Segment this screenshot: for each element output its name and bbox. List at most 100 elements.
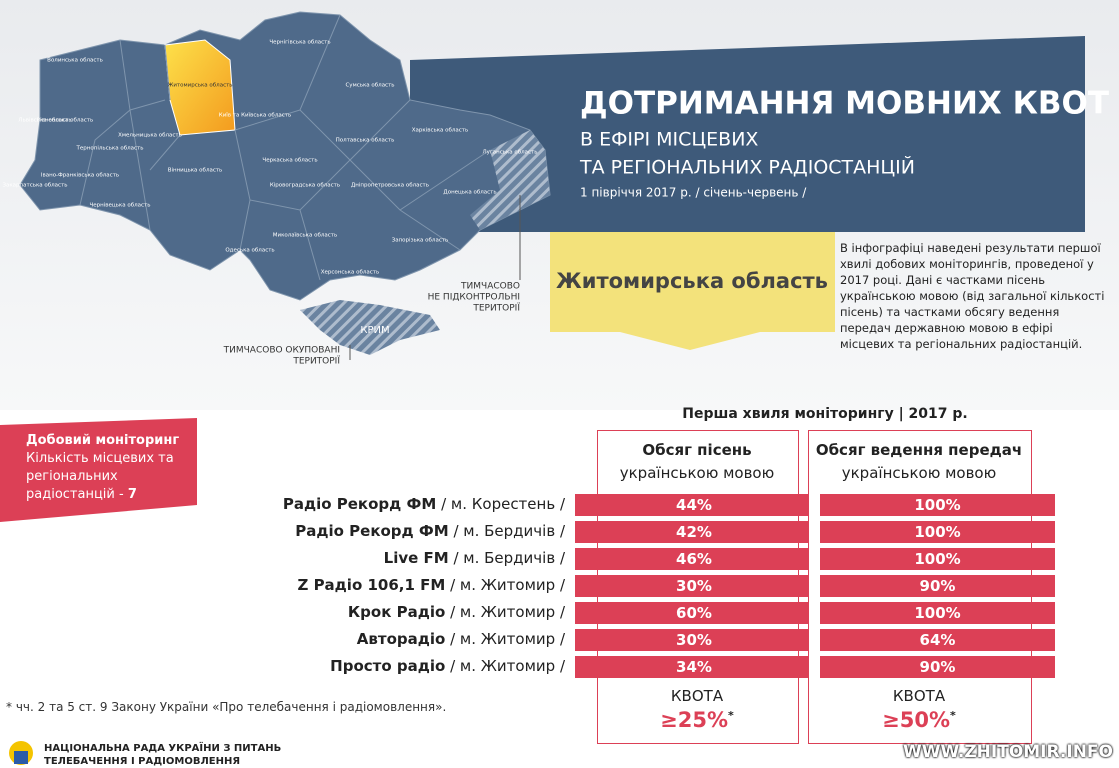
row-label: Live FM / м. Бердичів / (384, 549, 565, 567)
region-label: Тернопільська область (76, 146, 144, 152)
region-label: Львівська область (18, 118, 71, 124)
monitoring-desc: Кількість місцевих та регіональних радіо… (26, 451, 174, 502)
value-cell: 44% (575, 494, 813, 516)
monitoring-title: Добовий моніторинг (26, 433, 180, 448)
region-label: Київ та Київська область (219, 113, 291, 119)
region-label: Кіровоградська область (270, 183, 340, 189)
column-title: Обсяг пісень (642, 441, 752, 459)
footnote: * чч. 2 та 5 ст. 9 Закону України «Про т… (6, 700, 447, 714)
monitoring-box (0, 418, 197, 522)
value-cell: 100% (820, 602, 1055, 624)
value-cell: 100% (820, 521, 1055, 543)
station-name: Авторадіо (356, 630, 446, 648)
station-name: Z Радіо 106,1 FM (297, 576, 446, 594)
region-label: Херсонська область (321, 270, 379, 276)
occupied-east (470, 130, 550, 230)
quota-value: ≥25% (660, 708, 729, 732)
station-city: / м. Бердичів / (453, 522, 565, 540)
station-name: Просто радіо (330, 657, 446, 675)
logo (9, 741, 33, 765)
station-city: / м. Житомир / (450, 603, 565, 621)
region-label: Волинська область (47, 58, 103, 64)
region-label: Вінницька область (168, 168, 223, 174)
subtitle: ТА РЕГІОНАЛЬНИХ РАДІОСТАНЦІЙ (579, 156, 915, 179)
region-labels: Волинська область Рівненська область Житом… (2, 40, 537, 276)
station-city: / м. Корестень / (441, 495, 565, 513)
uncontrolled-label: ТИМЧАСОВО (460, 282, 520, 292)
region-label: Чернівецька область (90, 203, 151, 209)
value-cell: 90% (820, 656, 1055, 678)
description: В інфографіці наведені результати першої… (840, 241, 1105, 351)
region-label: Луганська область (482, 150, 537, 156)
monitoring-text: Добовий моніторинг Кількість місцевих та… (26, 432, 191, 504)
region-label: Запорізька область (392, 238, 449, 244)
station-city: / м. Житомир / (450, 576, 565, 594)
station-name: Крок Радіо (347, 603, 446, 621)
row-label: Радіо Рекорд ФМ / м. Корестень / (283, 495, 565, 513)
quota: ≥50%* (808, 708, 1030, 732)
region-label: Харківська область (412, 128, 469, 134)
region-label: Івано-Франківська область (41, 173, 119, 179)
org-line: НАЦІОНАЛЬНА РАДА УКРАЇНИ З ПИТАНЬ (44, 743, 282, 754)
uncontrolled-label: НЕ ПІДКОНТРОЛЬНІ (428, 293, 520, 303)
region-callout (550, 232, 835, 350)
region-borders (79, 14, 491, 281)
title: ДОТРИМАННЯ МОВНИХ КВОТ (580, 86, 1109, 122)
value-cell: 64% (820, 629, 1055, 651)
watermark: WWW.ZHITOMIR.INFO (903, 742, 1113, 762)
quota-value: ≥50% (882, 708, 951, 732)
value-cell: 30% (575, 575, 813, 597)
row-label: Крок Радіо / м. Житомир / (348, 603, 565, 621)
value-cell: 100% (820, 548, 1055, 570)
monitoring-count: 7 (127, 487, 137, 502)
period: 1 півріччя 2017 р. / січень-червень / (580, 186, 807, 200)
station-city: / м. Житомир / (450, 630, 565, 648)
quota-mark: * (728, 709, 734, 722)
title-banner (410, 36, 1085, 232)
column-title: Обсяг ведення передач (815, 441, 1023, 459)
value-cell: 34% (575, 656, 813, 678)
region-title: Житомирська область (556, 269, 828, 293)
station-name: Радіо Рекорд ФМ (295, 522, 449, 540)
value-cell: 100% (820, 494, 1055, 516)
quota: ≥25%* (597, 708, 797, 732)
region-label: Донецька область (443, 190, 496, 196)
quota-mark: * (950, 709, 956, 722)
region-label: Миколаївська область (273, 233, 337, 239)
value-cell: 90% (820, 575, 1055, 597)
station-city: / м. Бердичів / (453, 549, 565, 567)
region-label: Дніпропетровська область (351, 183, 429, 189)
org-name: НАЦІОНАЛЬНА РАДА УКРАЇНИ З ПИТАНЬ ТЕЛЕБА… (44, 742, 281, 768)
org-line: ТЕЛЕБАЧЕННЯ І РАДІОМОВЛЕННЯ (44, 756, 241, 767)
occupied-label: ТЕРИТОРІЇ (292, 356, 340, 367)
value-cell: 30% (575, 629, 813, 651)
region-label: Полтавська область (336, 138, 395, 144)
crimea-label: КРИМ (360, 325, 389, 336)
region-label: Рівненська область (37, 118, 93, 124)
logo-mark (14, 751, 28, 764)
region-label: Сумська область (345, 83, 394, 89)
occupied-label: ТИМЧАСОВО ОКУПОВАНІ (223, 346, 340, 356)
uncontrolled-label: ТЕРИТОРІЇ (472, 303, 520, 314)
region-label: Черкаська область (262, 158, 317, 164)
value-cell: 42% (575, 521, 813, 543)
row-label: Просто радіо / м. Житомир / (330, 657, 565, 675)
subtitle: В ЕФІРІ МІСЦЕВИХ (580, 129, 758, 151)
column-subtitle: українською мовою (619, 464, 775, 482)
station-name: Радіо Рекорд ФМ (282, 495, 437, 513)
value-cell: 60% (575, 602, 813, 624)
row-label: Радіо Рекорд ФМ / м. Бердичів / (295, 522, 565, 540)
quota-label: КВОТА (892, 687, 946, 705)
value-cell: 46% (575, 548, 813, 570)
row-label: Z Радіо 106,1 FM / м. Житомир / (297, 576, 565, 594)
column-subtitle: українською мовою (841, 464, 997, 482)
station-name: Live FM (383, 549, 449, 567)
table-title: Перша хвиля моніторингу | 2017 р. (682, 406, 968, 422)
quota-label: КВОТА (670, 687, 724, 705)
region-label: Чернігівська область (269, 40, 330, 46)
region-label: Закарпатська область (2, 183, 67, 189)
row-label: Авторадіо / м. Житомир / (357, 630, 565, 648)
